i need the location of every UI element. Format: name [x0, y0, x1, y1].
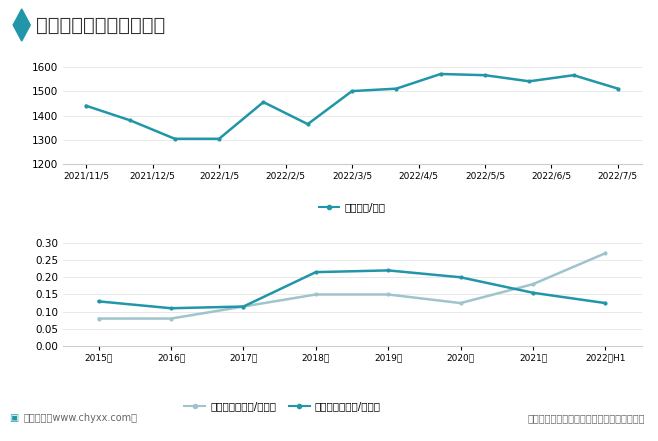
- Text: ▣: ▣: [9, 413, 18, 423]
- Polygon shape: [13, 9, 30, 41]
- Text: 资料来源：商务部、中国海关、智研咨询整理: 资料来源：商务部、中国海关、智研咨询整理: [527, 413, 645, 423]
- Text: 中国市场炼焦煤价格走势: 中国市场炼焦煤价格走势: [36, 15, 165, 34]
- Legend: 进口均价（美元/千克）, 出口均价（美元/千克）: 进口均价（美元/千克）, 出口均价（美元/千克）: [180, 397, 385, 416]
- Text: 智研咨询（www.chyxx.com）: 智研咨询（www.chyxx.com）: [23, 413, 137, 423]
- Legend: 价格（元/吨）: 价格（元/吨）: [315, 198, 390, 217]
